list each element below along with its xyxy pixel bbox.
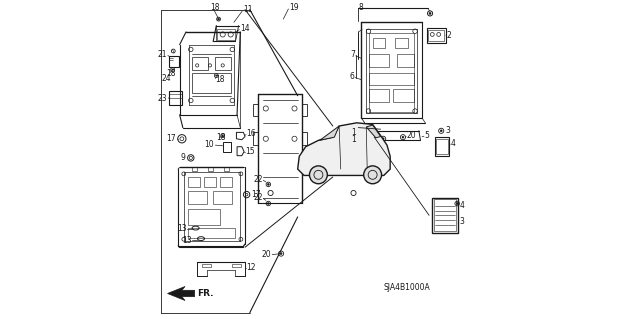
- Bar: [193, 57, 209, 70]
- Polygon shape: [298, 123, 390, 175]
- Text: 20: 20: [407, 131, 417, 140]
- Text: 13: 13: [182, 236, 192, 245]
- Bar: [303, 104, 307, 116]
- Bar: [303, 132, 307, 145]
- Bar: [369, 73, 414, 85]
- Ellipse shape: [362, 167, 383, 178]
- Bar: [170, 56, 179, 67]
- Polygon shape: [168, 286, 195, 300]
- Text: 1: 1: [351, 135, 356, 144]
- Bar: [224, 167, 229, 171]
- Circle shape: [268, 203, 269, 204]
- Bar: [193, 167, 197, 171]
- Circle shape: [382, 138, 384, 140]
- Bar: [395, 38, 408, 48]
- Circle shape: [216, 75, 217, 76]
- Text: 18: 18: [215, 75, 224, 84]
- Bar: [218, 29, 235, 40]
- Text: 3: 3: [445, 126, 450, 135]
- Text: 20: 20: [262, 250, 271, 259]
- Bar: [253, 132, 258, 145]
- Polygon shape: [319, 126, 339, 140]
- Text: 22: 22: [253, 175, 262, 184]
- Circle shape: [456, 203, 458, 204]
- Text: 8: 8: [359, 3, 364, 11]
- Polygon shape: [366, 125, 381, 138]
- Circle shape: [280, 253, 282, 255]
- Circle shape: [218, 18, 220, 20]
- Text: 24: 24: [161, 74, 171, 83]
- Text: SJA4B1000A: SJA4B1000A: [384, 283, 431, 292]
- Text: 21: 21: [157, 50, 167, 59]
- Text: 4: 4: [460, 201, 464, 210]
- Text: 18: 18: [216, 133, 226, 142]
- Bar: [428, 30, 444, 41]
- Text: 18: 18: [210, 4, 220, 12]
- Bar: [188, 228, 236, 238]
- Text: 1: 1: [351, 128, 356, 137]
- Bar: [432, 198, 458, 233]
- Bar: [394, 89, 414, 102]
- Bar: [220, 177, 232, 187]
- Bar: [436, 139, 447, 154]
- Bar: [369, 54, 388, 67]
- Bar: [188, 191, 207, 204]
- Bar: [204, 177, 216, 187]
- Text: 9: 9: [180, 153, 186, 162]
- Text: 5: 5: [424, 131, 429, 140]
- Bar: [434, 199, 456, 231]
- Text: 7: 7: [350, 50, 355, 59]
- Text: 13: 13: [177, 224, 187, 233]
- Circle shape: [440, 130, 442, 132]
- Text: 22: 22: [253, 193, 262, 202]
- Bar: [193, 73, 230, 93]
- Text: 18: 18: [166, 69, 176, 78]
- Bar: [170, 91, 182, 105]
- Circle shape: [372, 133, 374, 135]
- Text: 12: 12: [246, 263, 256, 272]
- Ellipse shape: [308, 167, 329, 178]
- Bar: [369, 33, 414, 112]
- Text: 10: 10: [204, 140, 214, 149]
- Bar: [213, 191, 232, 204]
- Circle shape: [429, 12, 431, 14]
- Bar: [253, 104, 258, 116]
- Bar: [223, 142, 230, 152]
- Text: 3: 3: [460, 217, 464, 226]
- Text: 14: 14: [240, 24, 250, 33]
- Text: 11: 11: [243, 5, 252, 14]
- Circle shape: [402, 136, 404, 138]
- Bar: [232, 264, 241, 267]
- Bar: [372, 38, 385, 48]
- Text: 23: 23: [158, 94, 168, 103]
- Circle shape: [364, 166, 381, 184]
- Text: 19: 19: [289, 3, 299, 11]
- Text: FR.: FR.: [197, 289, 213, 298]
- Circle shape: [310, 166, 327, 184]
- Bar: [188, 177, 200, 187]
- Bar: [215, 57, 230, 70]
- Bar: [209, 167, 213, 171]
- Circle shape: [222, 135, 223, 136]
- Text: 16: 16: [246, 130, 255, 138]
- Text: 17: 17: [166, 134, 176, 143]
- Bar: [202, 264, 211, 267]
- Bar: [435, 137, 449, 156]
- Text: 15: 15: [244, 147, 254, 156]
- Bar: [369, 89, 388, 102]
- Text: 4: 4: [451, 139, 456, 148]
- Bar: [427, 28, 446, 43]
- Circle shape: [268, 183, 269, 185]
- Circle shape: [172, 69, 173, 70]
- Text: 17: 17: [251, 190, 260, 199]
- Bar: [397, 54, 414, 67]
- Text: 2: 2: [447, 31, 452, 40]
- Bar: [188, 209, 220, 225]
- Text: 6: 6: [349, 72, 355, 81]
